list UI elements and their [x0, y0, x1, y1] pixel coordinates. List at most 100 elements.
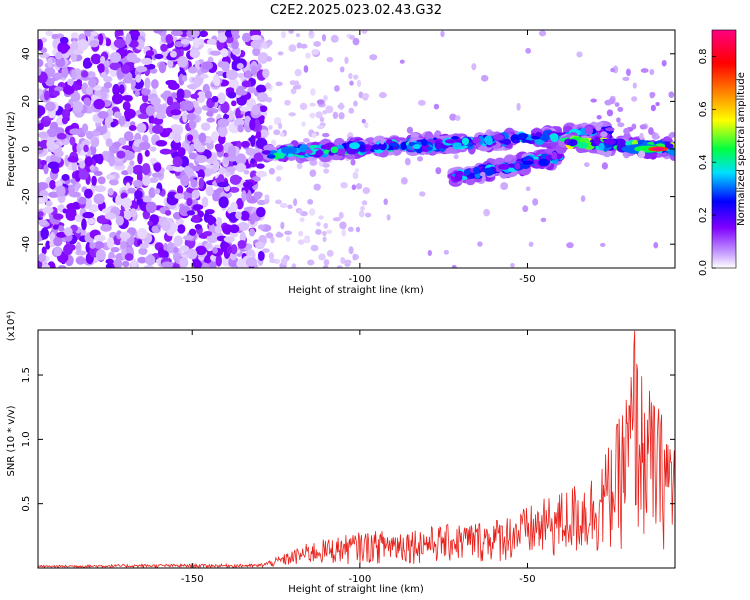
heatmap-cell — [211, 95, 219, 103]
heatmap-cell — [293, 80, 300, 87]
heatmap-cell — [348, 107, 355, 114]
heatmap-cell — [126, 52, 137, 63]
heatmap-cell — [206, 38, 217, 45]
heatmap-cell — [237, 222, 250, 231]
heatmap-cell — [134, 90, 140, 97]
heatmap-cell — [463, 168, 471, 176]
heatmap-cell — [254, 241, 265, 250]
heatmap-cell — [412, 144, 421, 150]
heatmap-cell — [109, 62, 122, 71]
heatmap-cell — [120, 192, 128, 200]
heatmap-cell — [189, 228, 197, 236]
heatmap-cell — [590, 98, 597, 103]
heatmap-cell — [325, 105, 334, 114]
heatmap-cell — [653, 241, 659, 249]
heatmap-cell — [38, 131, 49, 139]
heatmap-cell — [215, 143, 224, 153]
heatmap-cell — [188, 152, 198, 160]
heatmap-cell — [123, 150, 135, 161]
heatmap-cell — [336, 265, 343, 268]
heatmap-cell — [275, 176, 282, 182]
heatmap-cell — [113, 160, 124, 167]
heatmap-cell — [668, 147, 675, 156]
heatmap-cell — [608, 98, 616, 105]
heatmap-cell — [301, 121, 306, 127]
heatmap-cell — [216, 187, 225, 193]
heatmap-cell — [473, 166, 480, 175]
heatmap-cell — [349, 35, 355, 40]
heatmap-cell — [133, 180, 144, 188]
heatmap-cell — [354, 254, 359, 260]
heatmap-cell — [514, 162, 521, 170]
heatmap-cell — [598, 121, 604, 127]
heatmap-cell — [201, 262, 210, 268]
heatmap-cell — [605, 138, 616, 145]
heatmap-cell — [273, 129, 281, 136]
heatmap-cell — [316, 99, 325, 105]
heatmap-cell — [228, 78, 239, 90]
heatmap-cell — [215, 254, 222, 267]
heatmap-cell — [201, 61, 214, 70]
heatmap-cell — [122, 101, 131, 111]
heatmap-cell — [169, 124, 182, 136]
heatmap-cell — [168, 82, 180, 90]
heatmap-cell — [340, 181, 348, 189]
heatmap-cell — [96, 153, 104, 165]
heatmap-cell — [54, 149, 64, 158]
heatmap-cell — [177, 147, 186, 157]
heatmap-cell — [510, 262, 515, 268]
heatmap-cell — [47, 57, 53, 68]
heatmap-cell — [579, 137, 590, 144]
heatmap-cell — [426, 146, 433, 151]
heatmap-cell — [166, 96, 174, 106]
heatmap-cell — [323, 222, 329, 229]
heatmap-cell — [235, 197, 244, 210]
heatmap-cell — [623, 133, 631, 140]
heatmap-cell — [112, 141, 122, 148]
heatmap-cell — [47, 161, 60, 170]
heatmap-cell — [300, 211, 308, 217]
heatmap-cell — [175, 218, 184, 226]
heatmap-cell — [319, 116, 325, 123]
heatmap-cell — [170, 50, 177, 58]
heatmap-cell — [229, 224, 240, 234]
heatmap-cell — [249, 228, 256, 237]
heatmap-cell — [52, 224, 59, 230]
heatmap-cell — [623, 127, 630, 135]
heatmap-cell — [251, 176, 261, 182]
heatmap-cell — [601, 162, 609, 170]
heatmap-cell — [245, 257, 258, 267]
heatmap-cell — [72, 142, 78, 153]
heatmap-cell — [46, 138, 55, 151]
heatmap-cell — [227, 145, 237, 158]
heatmap-cell — [94, 89, 101, 96]
heatmap-cell — [179, 245, 190, 252]
heatmap-cell — [161, 220, 171, 232]
heatmap-cell — [567, 139, 578, 147]
heatmap-cell — [89, 40, 100, 48]
heatmap-cell — [240, 210, 250, 221]
heatmap-cell — [358, 210, 365, 218]
heatmap-cell — [82, 211, 95, 219]
heatmap-cell — [105, 138, 113, 148]
heatmap-cell — [309, 30, 314, 35]
x-tick-label: -50 — [519, 274, 535, 285]
heatmap-cell — [280, 31, 286, 39]
heatmap-cell — [262, 248, 270, 253]
heatmap-cell — [551, 151, 558, 160]
heatmap-cell — [242, 181, 254, 189]
heatmap-cell — [321, 34, 327, 42]
heatmap-cell — [313, 183, 321, 191]
heatmap-cell — [165, 33, 174, 44]
heatmap-cell — [291, 263, 297, 268]
heatmap-cell — [584, 162, 590, 168]
heatmap-cell — [311, 132, 317, 139]
heatmap-cell — [347, 226, 354, 232]
heatmap-cell — [230, 30, 240, 37]
heatmap-cell — [606, 109, 614, 117]
heatmap-cell — [311, 48, 319, 55]
heatmap-cell — [150, 96, 161, 106]
heatmap-cell — [380, 140, 385, 145]
heatmap-cell — [250, 158, 256, 164]
heatmap-cell — [56, 231, 67, 238]
